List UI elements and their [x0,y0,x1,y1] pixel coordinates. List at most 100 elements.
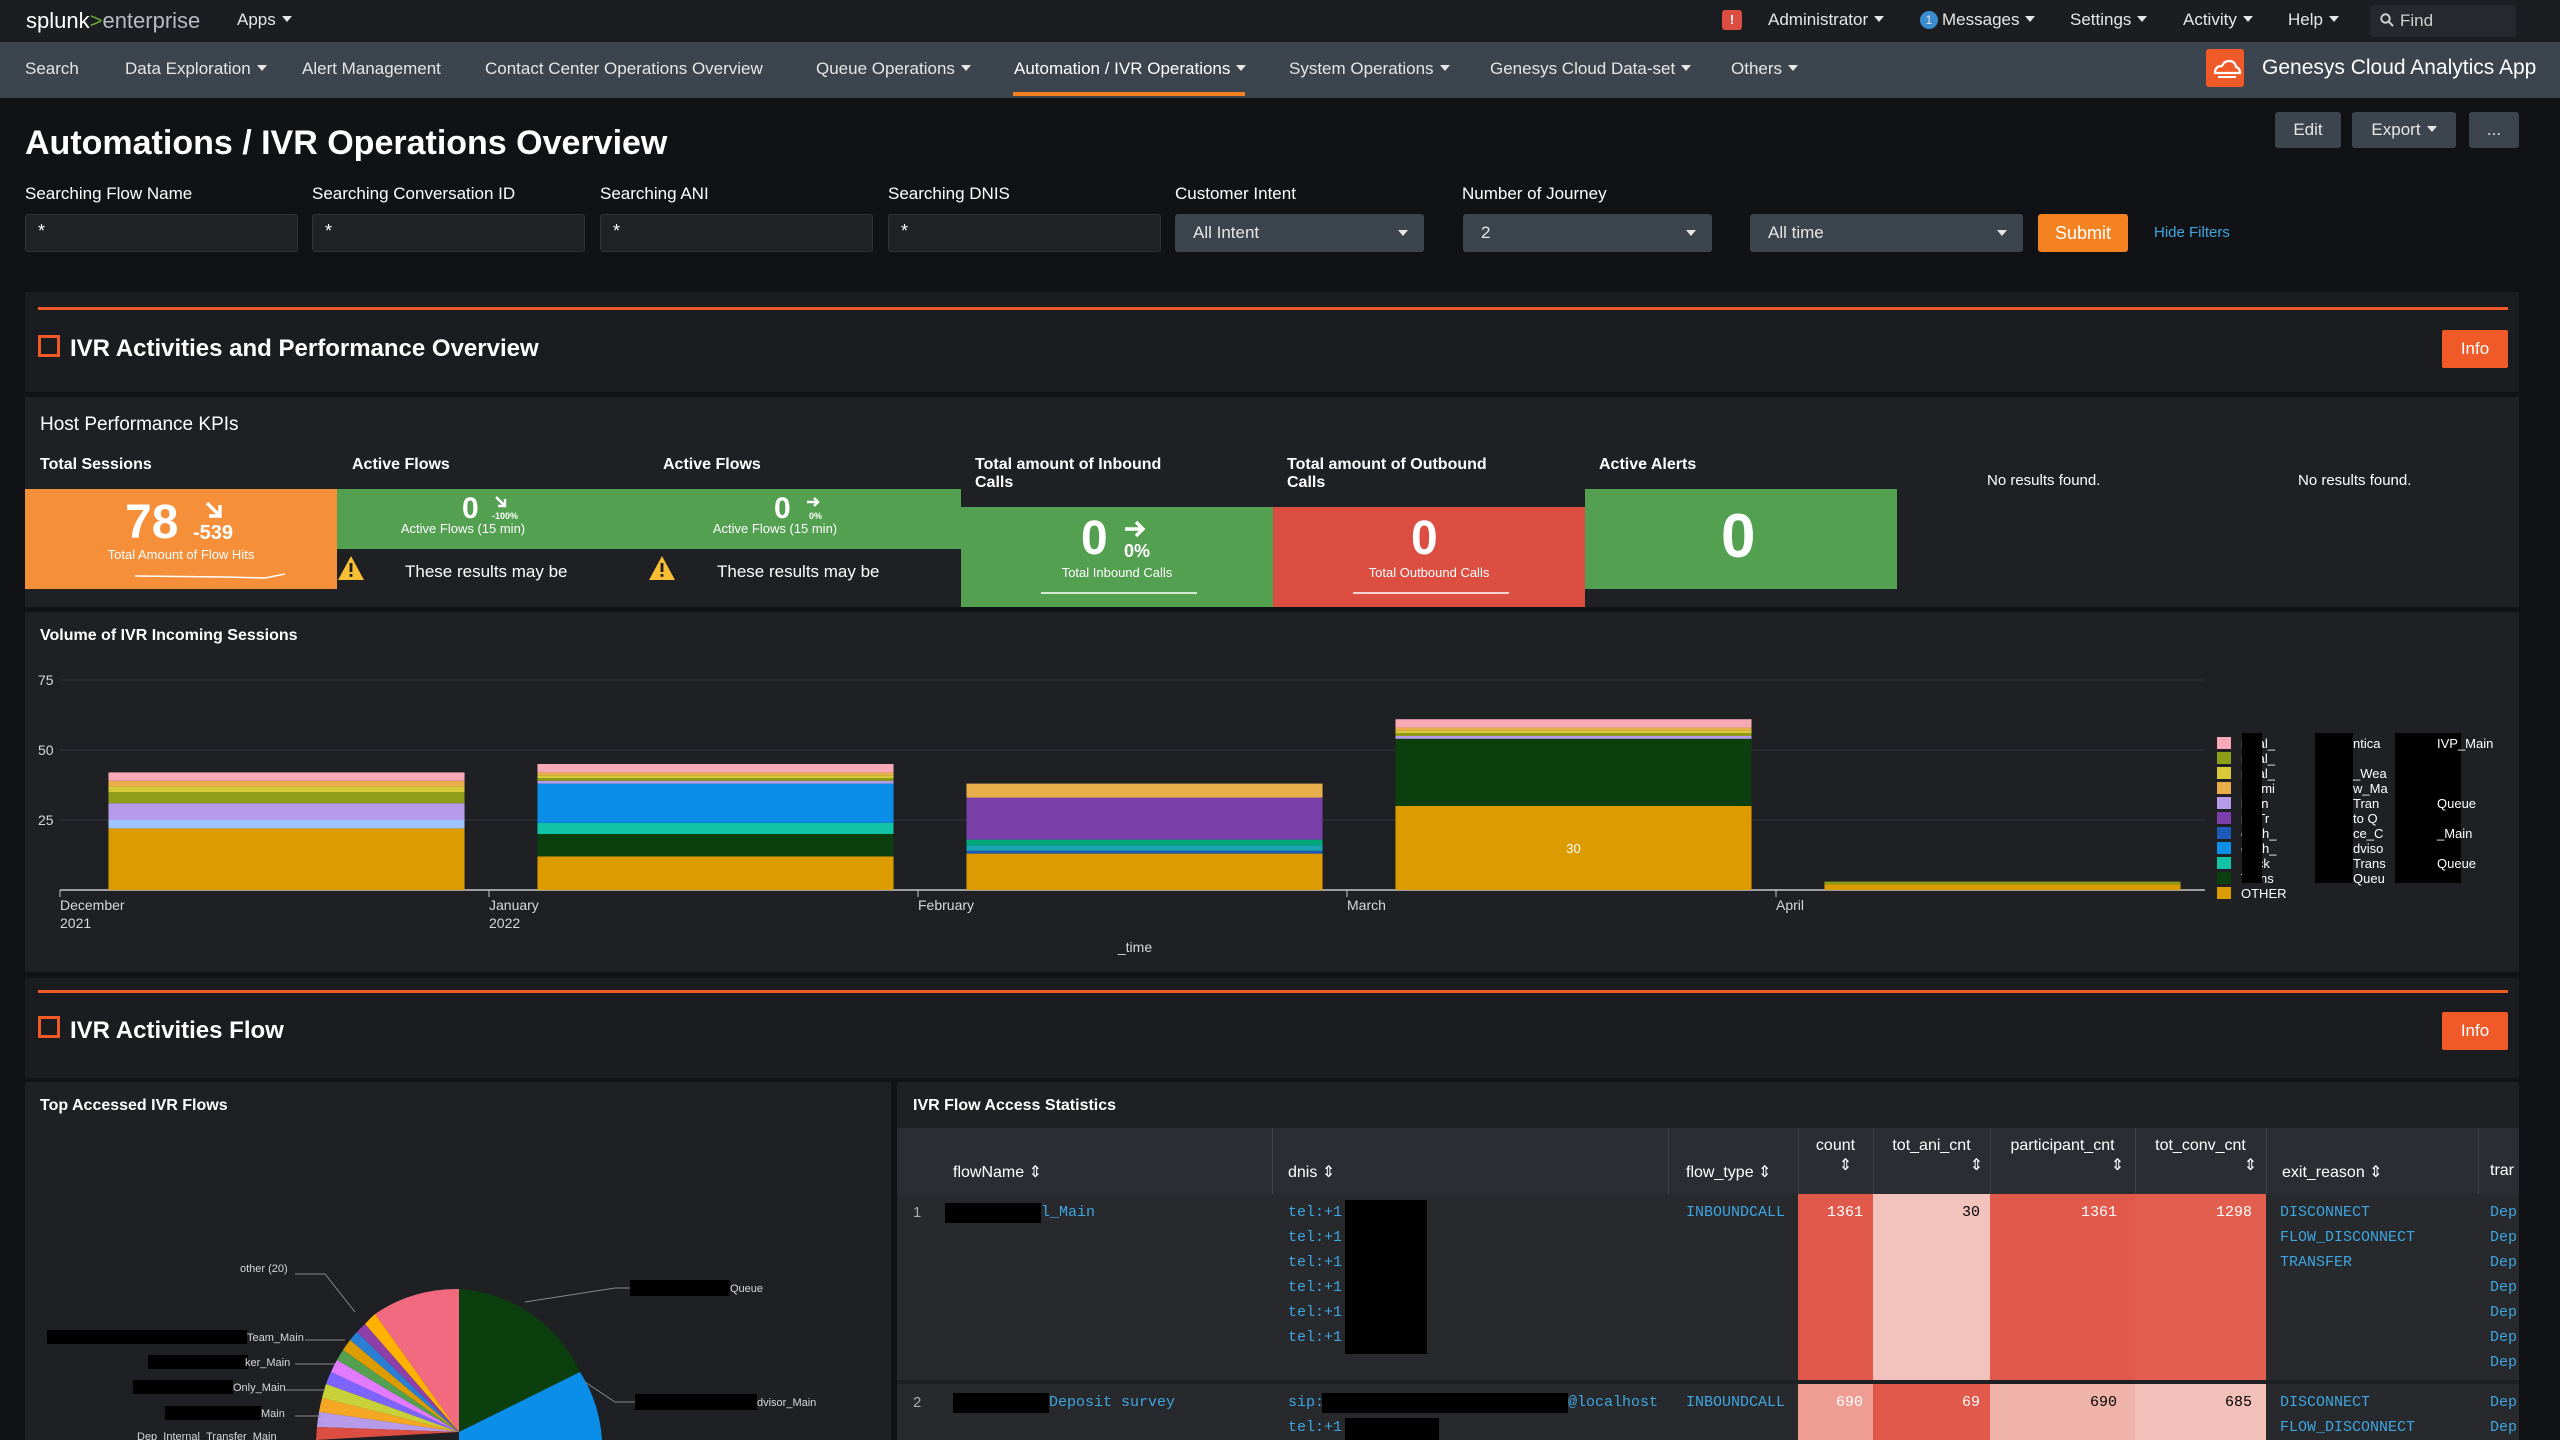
time-range-picker[interactable]: All time [1750,214,2023,252]
bar-segment[interactable] [108,772,465,781]
journey-select[interactable]: 2 [1463,214,1712,252]
nav-contact-center[interactable]: Contact Center Operations Overview [485,59,763,79]
bar-segment[interactable] [1395,733,1752,736]
pie-slice[interactable] [331,1360,459,1432]
bar-segment[interactable] [966,797,1323,840]
nav-automation-ivr[interactable]: Automation / IVR Operations [1014,59,1247,79]
row-1-dnis-3[interactable]: tel:+1 [1288,1254,1343,1271]
pie-slice[interactable] [326,1372,459,1432]
bar-segment[interactable] [108,820,465,829]
customer-intent-select[interactable]: All Intent [1175,214,1424,252]
table-row-1[interactable] [897,1194,2519,1380]
apps-menu[interactable]: Apps [237,10,292,30]
row-1-trans-5[interactable]: Dep [2490,1304,2518,1321]
pie-slice[interactable] [350,1332,459,1432]
legend-label[interactable]: Trans [2353,856,2386,871]
table-row-2[interactable] [897,1384,2519,1440]
row-2-dnis-1[interactable]: sip: [1288,1394,1325,1411]
row-1-exit-1[interactable]: DISCONNECT [2280,1204,2371,1221]
kpi-active-alerts[interactable]: 0 [1585,489,1897,589]
bar-segment[interactable] [966,783,1323,798]
bar-segment[interactable] [537,822,894,834]
legend-label[interactable]: OTHER [2241,886,2287,901]
hide-filters-link[interactable]: Hide Filters [2154,224,2230,241]
bar-segment[interactable] [1395,719,1752,728]
legend-swatch[interactable] [2217,842,2231,854]
submit-button[interactable]: Submit [2038,214,2128,252]
legend-swatch[interactable] [2217,797,2231,809]
kpi-total-sessions[interactable]: 78 -539 Total Amount of Flow Hits [25,489,337,589]
bar-segment[interactable] [1395,730,1752,734]
activity-menu[interactable]: Activity [2183,10,2253,30]
row-1-trans-4[interactable]: Dep [2490,1279,2518,1296]
bar-segment[interactable] [1824,881,2181,885]
more-actions-button[interactable]: ... [2469,112,2519,148]
bar-segment[interactable] [537,783,894,823]
row-1-exit-3[interactable]: TRANSFER [2280,1254,2353,1271]
legend-label[interactable]: IVP_Main [2437,736,2493,751]
splunk-logo[interactable]: splunk>enterprise [26,8,200,34]
bar-segment[interactable] [537,775,894,778]
legend-label[interactable]: Queue [2437,796,2476,811]
pie-slice-other[interactable] [375,1288,459,1432]
legend-label[interactable]: ntica [2353,736,2381,751]
legend-label[interactable]: Queue [2437,856,2476,871]
pie-slice[interactable] [322,1384,459,1432]
legend-label[interactable]: Tran [2353,796,2379,811]
bar-segment[interactable] [1395,806,1752,890]
row-2-trans-2[interactable]: Dep [2490,1419,2518,1436]
row-2-trans-1[interactable]: Dep [2490,1394,2518,1411]
bar-segment[interactable] [108,792,465,804]
legend-swatch[interactable] [2217,752,2231,764]
legend-label[interactable]: to Q [2353,811,2378,826]
nav-search[interactable]: Search [25,59,79,79]
pie-slice-advisor[interactable] [459,1372,602,1440]
bar-segment[interactable] [1395,736,1752,739]
flow-name-input[interactable]: * [25,214,298,252]
bar-segment[interactable] [1824,884,2181,890]
help-menu[interactable]: Help [2288,10,2339,30]
row-2-dnis-2[interactable]: tel:+1 [1288,1419,1343,1436]
legend-swatch[interactable] [2217,827,2231,839]
legend-swatch[interactable] [2217,872,2231,884]
nav-genesys-dataset[interactable]: Genesys Cloud Data-set [1490,59,1692,79]
row-1-dnis-2[interactable]: tel:+1 [1288,1229,1343,1246]
bar-segment[interactable] [108,803,465,820]
bar-segment[interactable] [537,834,894,857]
bar-segment[interactable] [966,850,1323,854]
bar-segment[interactable] [537,778,894,781]
bar-segment[interactable] [108,786,465,792]
col-header-count[interactable]: count ⇕ [1798,1137,1873,1175]
kpi-active-flows-1[interactable]: 0 -100% Active Flows (15 min) [337,489,649,549]
nav-data-exploration[interactable]: Data Exploration [125,59,267,79]
legend-swatch[interactable] [2217,767,2231,779]
row-1-trans-2[interactable]: Dep [2490,1229,2518,1246]
dnis-input[interactable]: * [888,214,1161,252]
bar-segment[interactable] [1395,738,1752,806]
pie-slice[interactable] [337,1350,459,1432]
row-1-trans-6[interactable]: Dep [2490,1329,2518,1346]
legend-label[interactable]: _Main [2436,826,2472,841]
bar-segment[interactable] [537,772,894,776]
kpi-outbound-calls[interactable]: 0 Total Outbound Calls [1273,507,1585,607]
conversation-id-input[interactable]: * [312,214,585,252]
settings-menu[interactable]: Settings [2070,10,2148,30]
bar-segment[interactable] [108,828,465,890]
alert-icon[interactable]: ! [1722,10,1742,30]
nav-queue-operations[interactable]: Queue Operations [816,59,971,79]
bar-segment[interactable] [966,853,1323,890]
row-2-exit-2[interactable]: FLOW_DISCONNECT [2280,1419,2416,1436]
find-input[interactable]: Find [2370,5,2516,37]
nav-alert-management[interactable]: Alert Management [302,59,441,79]
col-header-transfer[interactable]: trar [2490,1162,2514,1179]
row-2-exit-1[interactable]: DISCONNECT [2280,1394,2371,1411]
kpi-inbound-calls[interactable]: 0 0% Total Inbound Calls [961,507,1273,607]
pie-slice[interactable] [317,1412,459,1432]
row-1-flowname[interactable]: l_Main [1041,1204,1096,1221]
col-header-flow-type[interactable]: flow_type ⇕ [1686,1162,1771,1182]
bar-segment[interactable] [537,780,894,784]
row-1-dnis-4[interactable]: tel:+1 [1288,1279,1343,1296]
col-header-tot-conv[interactable]: tot_conv_cnt ⇕ [2135,1137,2266,1175]
row-1-dnis-5[interactable]: tel:+1 [1288,1304,1343,1321]
legend-swatch[interactable] [2217,857,2231,869]
